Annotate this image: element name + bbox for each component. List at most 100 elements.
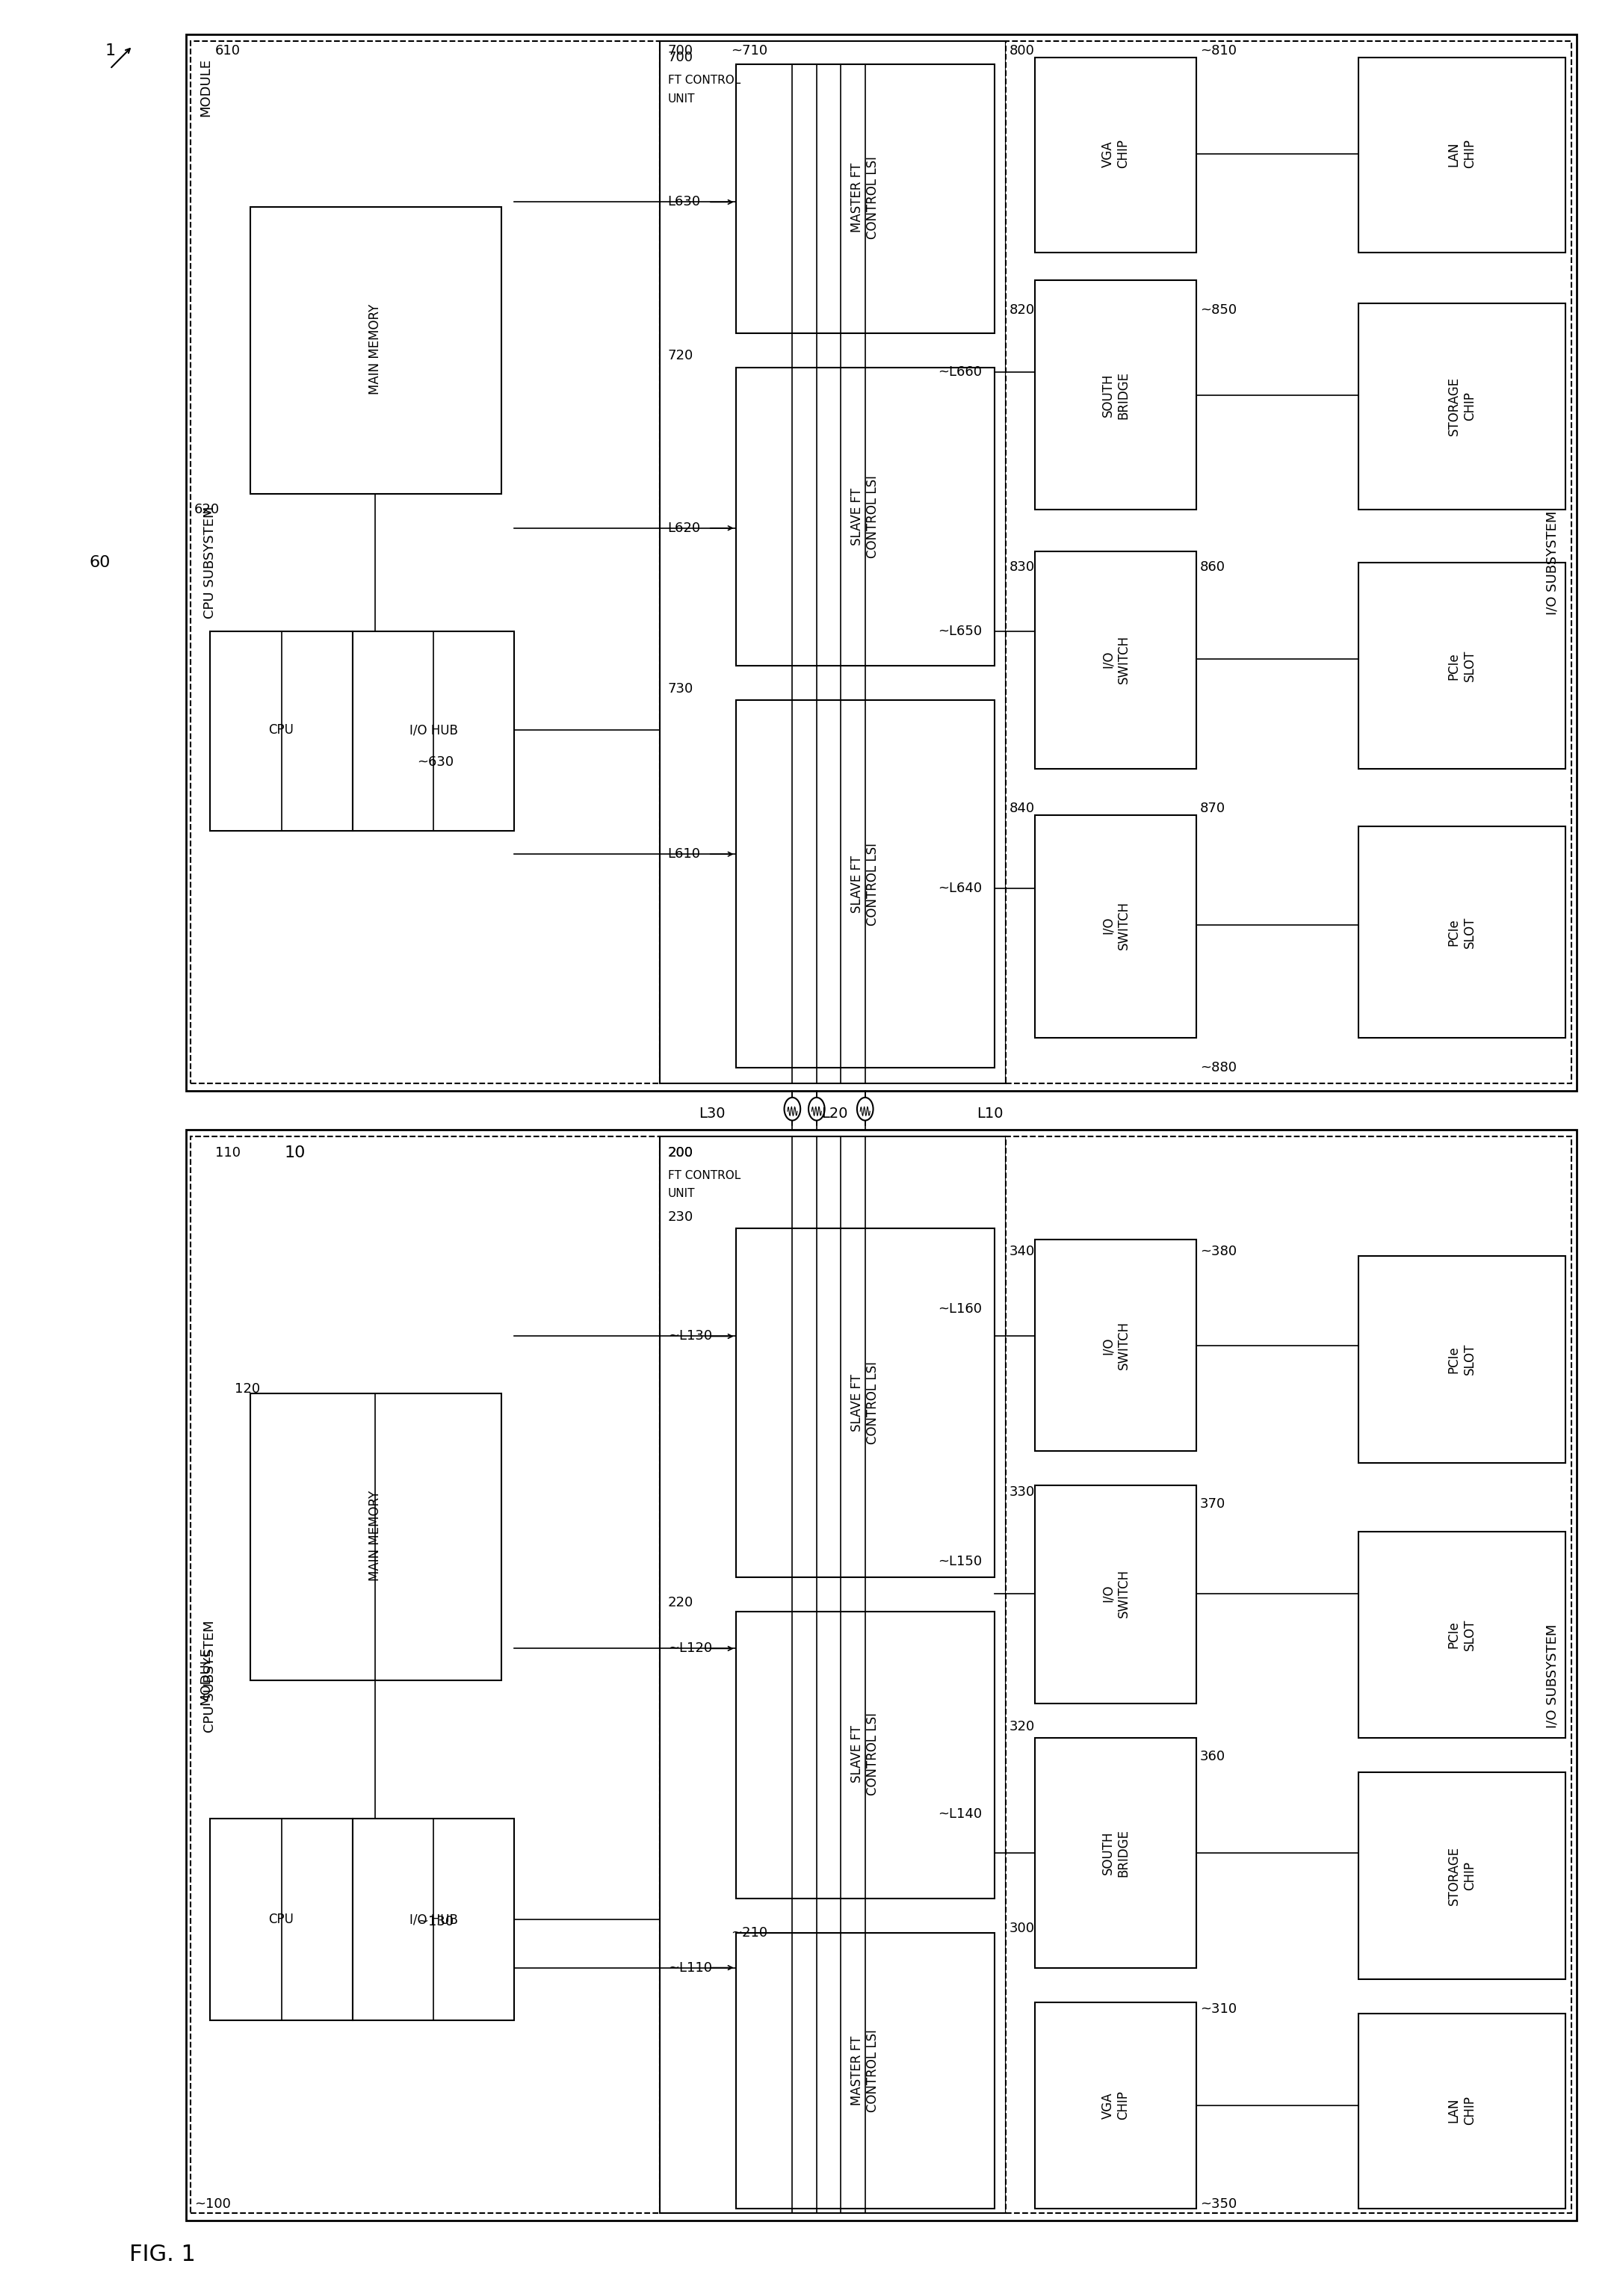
Bar — [353, 1818, 514, 2020]
Text: I/O SUBSYSTEM: I/O SUBSYSTEM — [1546, 510, 1559, 615]
Text: ~L110: ~L110 — [668, 1961, 711, 1975]
Text: FT CONTROL: FT CONTROL — [668, 76, 741, 85]
Text: SLAVE FT
CONTROL LSI: SLAVE FT CONTROL LSI — [851, 843, 880, 925]
Text: 800: 800 — [1009, 44, 1035, 57]
Text: 620: 620 — [194, 503, 220, 517]
Text: L20: L20 — [821, 1107, 847, 1120]
Text: VGA
CHIP: VGA CHIP — [1101, 140, 1130, 168]
Text: STORAGE
CHIP: STORAGE CHIP — [1447, 377, 1476, 436]
Text: 820: 820 — [1009, 303, 1035, 317]
Text: SOUTH
BRIDGE: SOUTH BRIDGE — [1101, 372, 1130, 418]
Text: ~850: ~850 — [1200, 303, 1237, 317]
Text: ~880: ~880 — [1200, 1061, 1237, 1075]
Text: SLAVE FT
CONTROL LSI: SLAVE FT CONTROL LSI — [851, 1362, 880, 1444]
Bar — [736, 700, 994, 1068]
Text: ~130: ~130 — [417, 1915, 454, 1929]
Bar — [1358, 827, 1565, 1038]
Text: FIG. 1: FIG. 1 — [129, 2243, 196, 2266]
Bar — [1358, 1773, 1565, 1979]
Bar — [186, 1130, 1577, 2220]
Text: I/O HUB: I/O HUB — [409, 723, 458, 737]
Bar — [186, 34, 1577, 1091]
Text: SOUTH
BRIDGE: SOUTH BRIDGE — [1101, 1830, 1130, 1876]
Circle shape — [857, 1097, 873, 1120]
Circle shape — [784, 1097, 800, 1120]
Text: I/O
SWITCH: I/O SWITCH — [1101, 1320, 1130, 1371]
Text: 720: 720 — [668, 349, 694, 363]
Text: ~L150: ~L150 — [938, 1554, 982, 1568]
Bar — [736, 1228, 994, 1577]
Text: L620: L620 — [668, 521, 700, 535]
Text: MAIN MEMORY: MAIN MEMORY — [369, 1490, 382, 1582]
Text: ~310: ~310 — [1200, 2002, 1237, 2016]
Text: 230: 230 — [668, 1210, 694, 1224]
Text: L610: L610 — [668, 847, 700, 861]
Bar — [1006, 41, 1572, 1084]
Bar — [1035, 551, 1197, 769]
Text: 870: 870 — [1200, 801, 1226, 815]
Bar — [1035, 815, 1197, 1038]
Text: 10: 10 — [285, 1146, 306, 1159]
Text: I/O
SWITCH: I/O SWITCH — [1101, 900, 1130, 951]
Text: ~710: ~710 — [731, 44, 768, 57]
Bar — [1358, 1256, 1565, 1463]
Text: ~L660: ~L660 — [938, 365, 982, 379]
Bar — [736, 1612, 994, 1899]
Text: 200: 200 — [668, 1146, 694, 1159]
Text: UNIT: UNIT — [668, 94, 695, 103]
Text: I/O
SWITCH: I/O SWITCH — [1101, 634, 1130, 684]
Text: I/O
SWITCH: I/O SWITCH — [1101, 1568, 1130, 1619]
Text: 610: 610 — [215, 44, 241, 57]
Bar — [736, 1933, 994, 2209]
Text: ~210: ~210 — [731, 1926, 768, 1940]
Text: ~L650: ~L650 — [938, 625, 982, 638]
Text: CPU: CPU — [268, 1913, 294, 1926]
Text: CPU SUBSYSTEM: CPU SUBSYSTEM — [204, 1621, 217, 1731]
Text: PCIe
SLOT: PCIe SLOT — [1447, 1619, 1476, 1651]
Text: L630: L630 — [668, 195, 700, 209]
Text: CPU: CPU — [268, 723, 294, 737]
Bar — [1358, 57, 1565, 253]
Bar — [1035, 280, 1197, 510]
Text: 320: 320 — [1009, 1720, 1035, 1733]
Bar — [736, 64, 994, 333]
Text: L30: L30 — [699, 1107, 724, 1120]
Bar — [1006, 1137, 1572, 2213]
Text: PCIe
SLOT: PCIe SLOT — [1447, 650, 1476, 682]
Bar — [660, 41, 1006, 1084]
Bar — [353, 631, 514, 831]
Text: 330: 330 — [1009, 1486, 1035, 1499]
Text: ~L120: ~L120 — [668, 1642, 711, 1655]
Bar — [251, 207, 501, 494]
Text: SLAVE FT
CONTROL LSI: SLAVE FT CONTROL LSI — [851, 475, 880, 558]
Text: FT CONTROL: FT CONTROL — [668, 1171, 741, 1180]
Text: 730: 730 — [668, 682, 694, 696]
Text: CPU SUBSYSTEM: CPU SUBSYSTEM — [204, 507, 217, 618]
Bar — [191, 41, 660, 1084]
Text: LAN
CHIP: LAN CHIP — [1447, 140, 1476, 168]
Text: 840: 840 — [1009, 801, 1035, 815]
Text: 1: 1 — [105, 44, 116, 57]
Text: ~L640: ~L640 — [938, 882, 982, 895]
Text: MODULE: MODULE — [199, 1646, 212, 1706]
Text: 860: 860 — [1200, 560, 1226, 574]
Bar — [210, 1818, 353, 2020]
Text: PCIe
SLOT: PCIe SLOT — [1447, 916, 1476, 948]
Text: 340: 340 — [1009, 1244, 1035, 1258]
Bar — [1035, 2002, 1197, 2209]
Bar — [736, 367, 994, 666]
Bar — [1358, 2014, 1565, 2209]
Text: ~380: ~380 — [1200, 1244, 1237, 1258]
Text: SLAVE FT
CONTROL LSI: SLAVE FT CONTROL LSI — [851, 1713, 880, 1795]
Bar — [210, 631, 353, 831]
Text: 830: 830 — [1009, 560, 1035, 574]
Bar — [1358, 1531, 1565, 1738]
Text: I/O HUB: I/O HUB — [409, 1913, 458, 1926]
Text: MASTER FT
CONTROL LSI: MASTER FT CONTROL LSI — [851, 156, 880, 239]
Text: I/O SUBSYSTEM: I/O SUBSYSTEM — [1546, 1623, 1559, 1729]
Text: 700: 700 — [668, 51, 694, 64]
Text: 360: 360 — [1200, 1750, 1226, 1763]
Text: ~L160: ~L160 — [938, 1302, 982, 1316]
Bar — [1358, 303, 1565, 510]
Bar — [1035, 1240, 1197, 1451]
